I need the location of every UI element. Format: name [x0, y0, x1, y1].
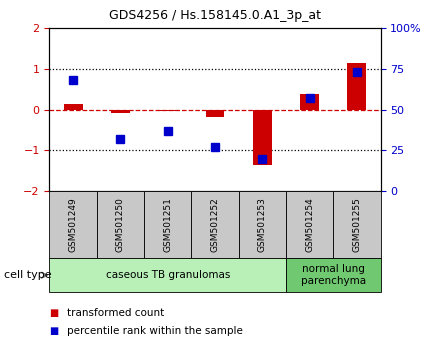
Bar [333, 191, 381, 258]
Bar [49, 258, 286, 292]
Bar [253, 110, 272, 165]
Text: transformed count: transformed count [67, 308, 164, 318]
Text: caseous TB granulomas: caseous TB granulomas [105, 270, 230, 280]
Text: cell type: cell type [4, 270, 52, 280]
Text: GSM501249: GSM501249 [69, 198, 77, 252]
Bar [158, 110, 177, 111]
Bar [239, 191, 286, 258]
Text: GSM501253: GSM501253 [258, 197, 267, 252]
Bar [286, 258, 381, 292]
Text: GDS4256 / Hs.158145.0.A1_3p_at: GDS4256 / Hs.158145.0.A1_3p_at [109, 9, 321, 22]
Bar [144, 191, 191, 258]
Bar [97, 191, 144, 258]
Text: GSM501251: GSM501251 [163, 197, 172, 252]
Bar [206, 110, 224, 117]
Bar [286, 191, 333, 258]
Text: GSM501254: GSM501254 [305, 198, 314, 252]
Bar [49, 191, 97, 258]
Text: ■: ■ [49, 326, 59, 336]
Bar [300, 94, 319, 110]
Bar [191, 191, 239, 258]
Text: GSM501250: GSM501250 [116, 197, 125, 252]
Text: GSM501255: GSM501255 [353, 197, 361, 252]
Bar [347, 63, 366, 110]
Bar [64, 104, 83, 110]
Text: ■: ■ [49, 308, 59, 318]
Text: percentile rank within the sample: percentile rank within the sample [67, 326, 243, 336]
Text: GSM501252: GSM501252 [211, 198, 219, 252]
Bar [111, 110, 130, 113]
Text: normal lung
parenchyma: normal lung parenchyma [301, 264, 366, 286]
